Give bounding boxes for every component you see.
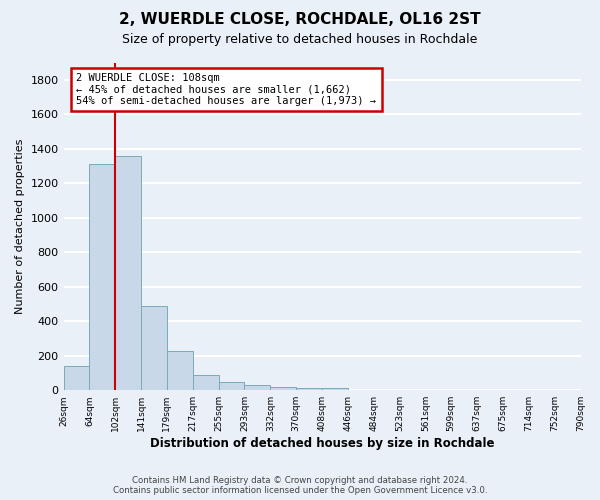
Text: 2 WUERDLE CLOSE: 108sqm
← 45% of detached houses are smaller (1,662)
54% of semi: 2 WUERDLE CLOSE: 108sqm ← 45% of detache… (76, 73, 376, 106)
Text: 2, WUERDLE CLOSE, ROCHDALE, OL16 2ST: 2, WUERDLE CLOSE, ROCHDALE, OL16 2ST (119, 12, 481, 28)
Bar (115, 156, 141, 390)
Bar (193, 374, 218, 390)
Bar (244, 385, 271, 390)
Bar (322, 388, 348, 390)
Text: Contains HM Land Registry data © Crown copyright and database right 2024.
Contai: Contains HM Land Registry data © Crown c… (113, 476, 487, 495)
Bar (271, 387, 296, 390)
Bar (64, 366, 89, 390)
Y-axis label: Number of detached properties: Number of detached properties (15, 138, 25, 314)
Text: Size of property relative to detached houses in Rochdale: Size of property relative to detached ho… (122, 32, 478, 46)
Bar (296, 388, 322, 390)
Bar (141, 306, 167, 390)
Bar (167, 352, 193, 390)
Bar (89, 164, 115, 390)
Bar (218, 382, 244, 390)
X-axis label: Distribution of detached houses by size in Rochdale: Distribution of detached houses by size … (150, 437, 494, 450)
